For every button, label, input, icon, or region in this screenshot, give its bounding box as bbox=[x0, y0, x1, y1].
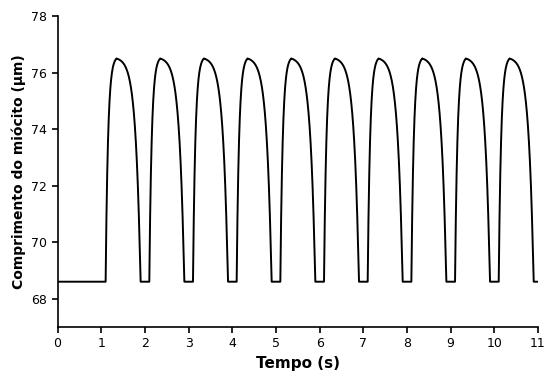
Y-axis label: Comprimento do miócito (μm): Comprimento do miócito (μm) bbox=[11, 54, 26, 289]
X-axis label: Tempo (s): Tempo (s) bbox=[256, 356, 340, 371]
